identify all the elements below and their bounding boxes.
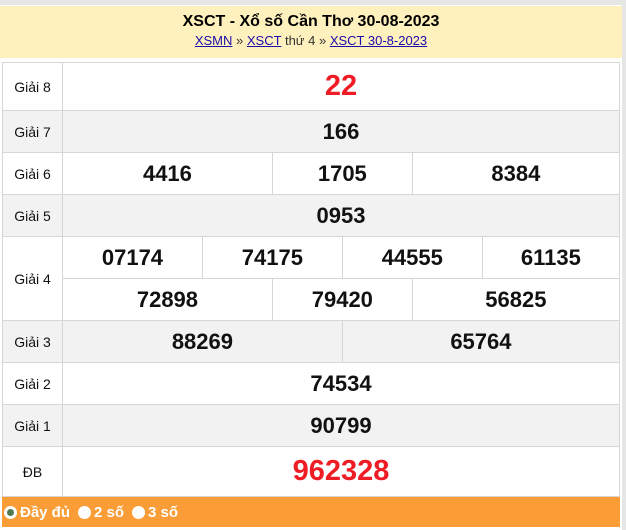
prize-row-3: Giải 3 88269 65764 bbox=[2, 320, 621, 363]
breadcrumb-xsct[interactable]: XSCT bbox=[246, 33, 282, 48]
prize-row-6: Giải 6 4416 1705 8384 bbox=[2, 152, 621, 195]
prize-row-4b: 72898 79420 56825 bbox=[3, 278, 621, 321]
prize-number: 0953 bbox=[62, 194, 620, 237]
prize-number: 166 bbox=[62, 110, 620, 153]
prize-number: 962328 bbox=[62, 446, 620, 497]
page-title: XSCT - Xổ số Cần Thơ 30-08-2023 bbox=[182, 13, 440, 30]
prize-label: Giải 5 bbox=[2, 194, 63, 237]
prize-label: Giải 7 bbox=[2, 110, 63, 153]
prize-number: 65764 bbox=[341, 320, 621, 363]
prize-row-1: Giải 1 90799 bbox=[2, 404, 620, 447]
breadcrumb-date[interactable]: XSCT 30-8-2023 bbox=[329, 33, 428, 48]
option-3-digits[interactable]: 3 số bbox=[132, 504, 178, 521]
prize-number: 22 bbox=[62, 62, 620, 111]
prize-number: 56825 bbox=[411, 278, 621, 321]
prize-row-8: Giải 8 22 bbox=[2, 62, 620, 111]
option-2-digits[interactable]: 2 số bbox=[78, 504, 124, 521]
prize-number: 74534 bbox=[62, 362, 620, 405]
prize-number: 72898 bbox=[62, 278, 273, 321]
prize-label: Giải 1 bbox=[2, 404, 63, 447]
breadcrumb-sep: » bbox=[236, 33, 244, 48]
prize-row-4: Giải 4 07174 74175 44555 61135 bbox=[2, 236, 621, 321]
prize-label: Giải 3 bbox=[2, 320, 63, 363]
prize-row-7: Giải 7 166 bbox=[2, 110, 620, 153]
prize-row-2: Giải 2 74534 bbox=[2, 362, 620, 405]
prize-label: Giải 2 bbox=[2, 362, 63, 405]
prize-label: Giải 6 bbox=[2, 152, 63, 195]
display-options-bar: Đầy đủ 2 số 3 số bbox=[2, 497, 620, 527]
breadcrumb: XSMN » XSCT thứ 4 » XSCT 30-8-2023 bbox=[0, 33, 622, 48]
results-table: Giải 8 22 Giải 7 166 Giải 6 4416 1705 83… bbox=[2, 62, 621, 497]
option-full[interactable]: Đầy đủ bbox=[4, 504, 70, 521]
prize-label: Giải 8 bbox=[2, 62, 63, 111]
prize-number: 61135 bbox=[481, 236, 621, 279]
radio-selected-icon[interactable] bbox=[4, 505, 17, 519]
breadcrumb-weekday: thứ 4 » bbox=[284, 33, 327, 48]
prize-number: 79420 bbox=[271, 278, 413, 321]
option-label: Đầy đủ bbox=[20, 503, 71, 521]
prize-number: 4416 bbox=[62, 152, 273, 195]
radio-icon[interactable] bbox=[132, 505, 146, 519]
prize-row-5: Giải 5 0953 bbox=[2, 194, 620, 237]
radio-icon[interactable] bbox=[78, 505, 92, 519]
prize-number: 44555 bbox=[341, 236, 483, 279]
prize-row-special: ĐB 962328 bbox=[2, 446, 620, 497]
prize-number: 74175 bbox=[201, 236, 343, 279]
results-panel: XSCT - Xổ số Cần Thơ 30-08-2023 XSMN » X… bbox=[0, 5, 622, 530]
option-label: 2 số bbox=[94, 503, 125, 521]
prize-label: Giải 4 bbox=[2, 236, 63, 321]
prize-number: 8384 bbox=[411, 152, 621, 195]
prize-number: 07174 bbox=[62, 236, 203, 279]
prize-number: 88269 bbox=[62, 320, 343, 363]
results-header: XSCT - Xổ số Cần Thơ 30-08-2023 XSMN » X… bbox=[0, 6, 622, 58]
breadcrumb-xsmn[interactable]: XSMN bbox=[194, 33, 233, 48]
option-label: 3 số bbox=[148, 503, 179, 521]
prize-number: 1705 bbox=[271, 152, 413, 195]
prize-label: ĐB bbox=[2, 446, 63, 497]
prize-number: 90799 bbox=[62, 404, 620, 447]
